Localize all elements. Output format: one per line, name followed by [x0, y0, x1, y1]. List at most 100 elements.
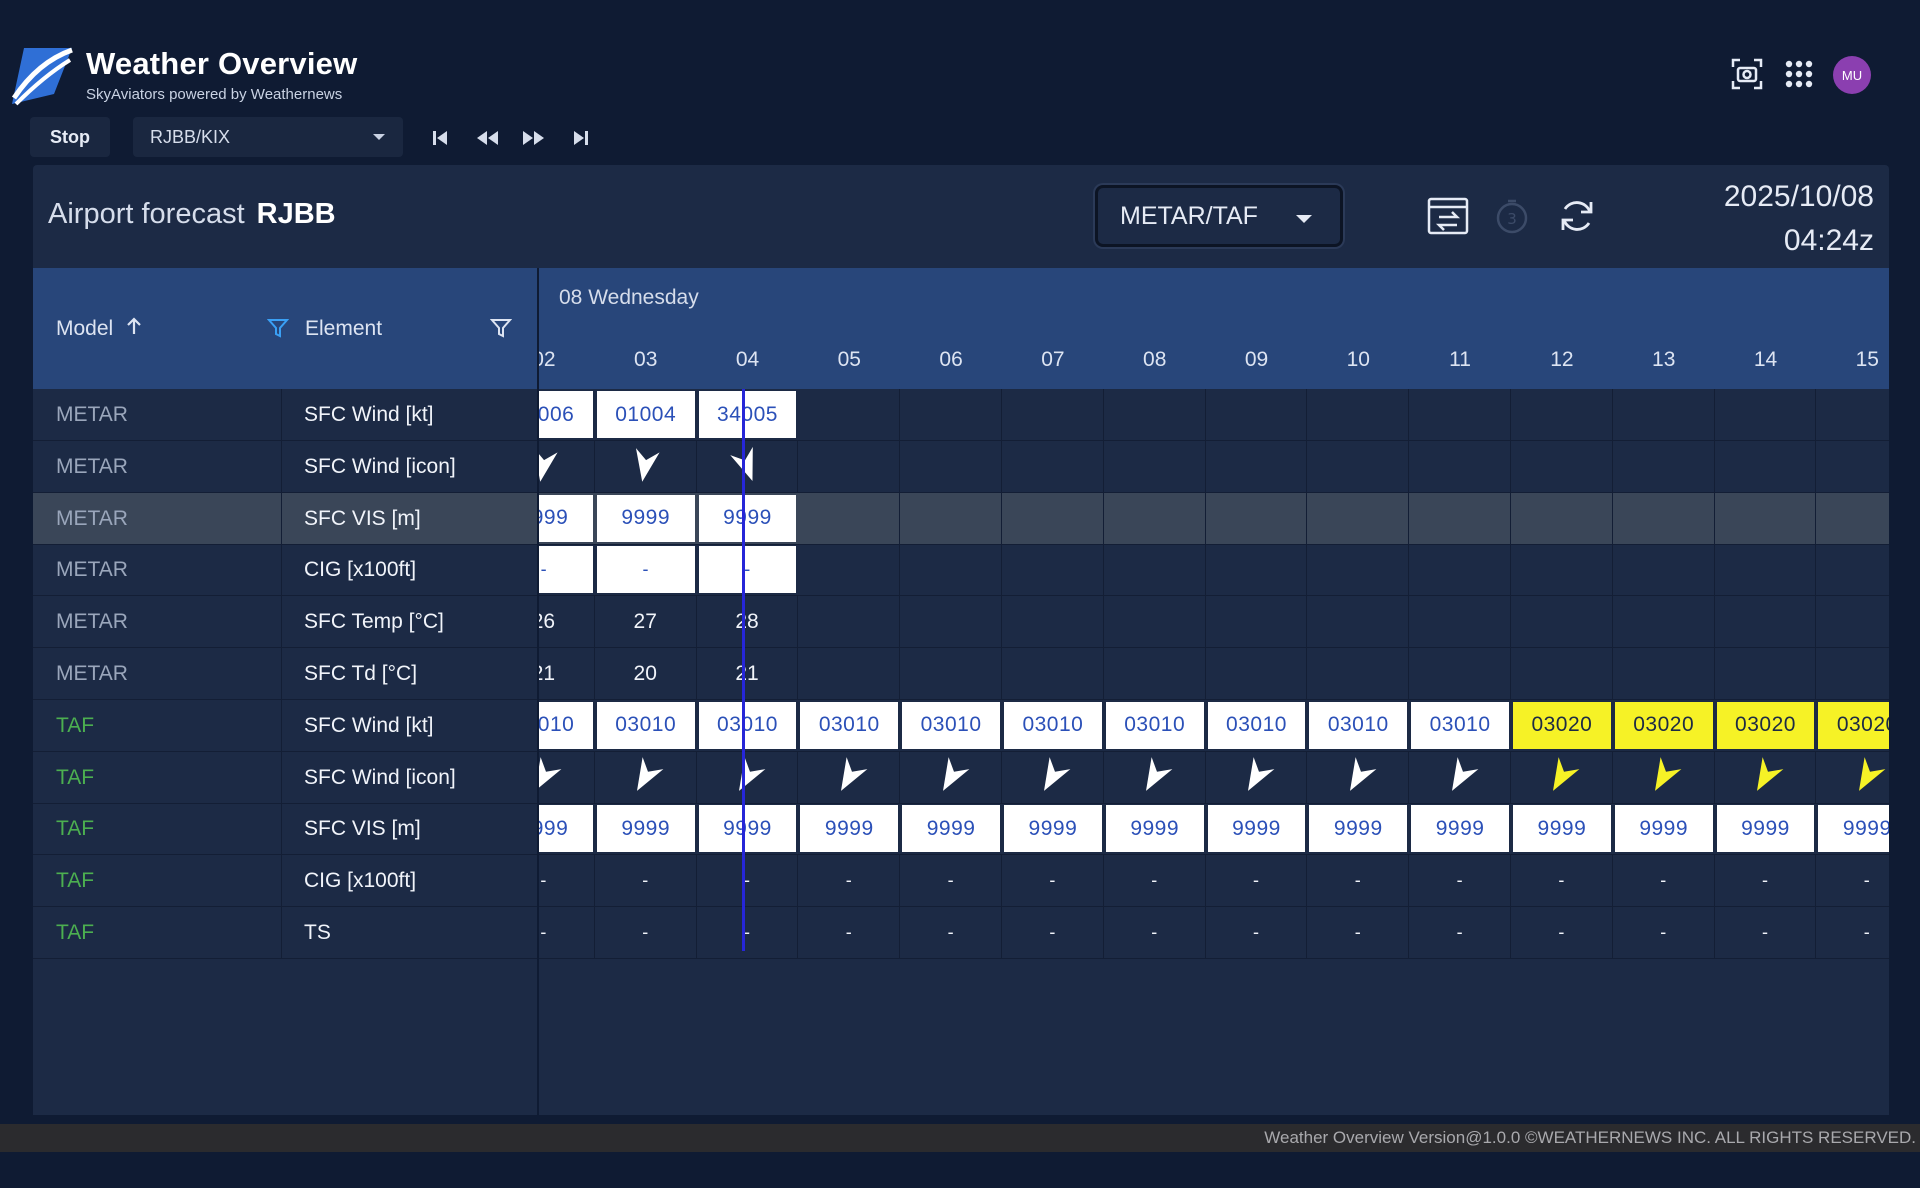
value-cell: 03020 — [1818, 701, 1889, 749]
swap-view-icon[interactable] — [1423, 191, 1473, 241]
table-row[interactable]: METAR SFC Temp [°C] 26 27 28 — [33, 596, 1889, 649]
hour-label: 04 — [735, 347, 760, 371]
airport-select[interactable]: RJBB/KIX — [133, 117, 403, 157]
element-filter-icon[interactable] — [489, 317, 513, 345]
element-cell: SFC Td [°C] — [304, 662, 418, 685]
value-cell: 9999 — [1513, 805, 1611, 853]
value-cell — [1409, 389, 1511, 440]
current-time: 04:24z — [1783, 224, 1874, 257]
rewind-icon[interactable] — [472, 123, 502, 153]
wind-arrow-cell — [1816, 752, 1889, 803]
value-cell — [1002, 544, 1104, 596]
value-cell — [1715, 492, 1817, 544]
value-cell — [1307, 596, 1410, 648]
value-cell: - — [698, 546, 797, 594]
table-row[interactable]: TAF TS - - - - - - - - - - - - - - — [33, 907, 1889, 959]
refresh-icon[interactable] — [1552, 191, 1602, 241]
current-date: 2025/10/08 — [1723, 180, 1874, 213]
value-cell — [1613, 544, 1715, 596]
value-cell: 9999 — [1105, 805, 1204, 853]
value-cell — [900, 492, 1002, 544]
screenshot-icon[interactable] — [1727, 54, 1767, 94]
column-divider — [537, 268, 539, 1115]
value-cell: - — [798, 855, 901, 907]
value-cell: 9999 — [1614, 805, 1713, 853]
hour-label: 09 — [1244, 347, 1269, 371]
model-filter-icon[interactable] — [266, 317, 290, 345]
value-cell: 21 — [697, 648, 799, 699]
value-cell — [1511, 648, 1613, 699]
fast-forward-icon[interactable] — [519, 123, 549, 153]
table-row[interactable]: METAR SFC Wind [icon] — [33, 440, 1889, 493]
value-cell: - — [697, 907, 799, 958]
value-cell — [1307, 492, 1410, 544]
wind-arrow-cell — [1104, 440, 1206, 492]
sort-ascending-icon[interactable] — [127, 316, 141, 341]
value-cell: 03010 — [596, 701, 695, 749]
airport-forecast-panel: Airport forecast RJBB METAR/TAF 3 2025/10… — [33, 165, 1889, 1115]
row-values: -------------- — [537, 907, 1889, 959]
table-row[interactable]: METAR SFC Td [°C] 21 20 21 — [33, 648, 1889, 700]
table-row[interactable]: TAF CIG [x100ft] - - - - - - - - - - - - - - — [33, 855, 1889, 908]
value-cell: 9999 — [596, 494, 695, 542]
wind-arrow-icon — [942, 757, 969, 791]
value-cell — [1002, 596, 1104, 648]
table-row[interactable]: TAF SFC Wind [icon] — [33, 751, 1889, 804]
stop-button[interactable]: Stop — [30, 117, 110, 157]
value-cell: 03020 — [1716, 701, 1815, 749]
table-row[interactable]: TAF SFC VIS [m] 999 9999 9999 9999 9999 9999 999… — [33, 803, 1889, 856]
wind-arrow-cell — [1409, 440, 1511, 492]
date-header: 08 Wednesday — [537, 268, 1889, 330]
value-cell: 26 — [537, 596, 595, 648]
value-cell: 03010 — [902, 701, 1000, 749]
element-column-header[interactable]: Element — [305, 268, 537, 389]
value-cell: 9999 — [1309, 805, 1408, 853]
panel-airport-code: RJBB — [256, 198, 336, 230]
skip-to-start-icon[interactable] — [425, 123, 455, 153]
value-cell — [900, 596, 1002, 648]
value-cell: 9999 — [698, 805, 797, 853]
wind-arrow-icon — [1451, 757, 1478, 791]
table-row[interactable]: METAR CIG [x100ft] - - - — [33, 544, 1889, 597]
table-row[interactable]: METAR SFC Wind [kt] 010060100434005 — [33, 389, 1889, 441]
value-cell — [798, 596, 901, 648]
value-cell: - — [1511, 907, 1613, 958]
model-column-header[interactable]: Model — [56, 268, 290, 389]
current-time-marker — [742, 389, 745, 951]
wind-arrow-icon — [1247, 757, 1275, 791]
row-values: 21 20 21 — [537, 648, 1889, 700]
element-cell: CIG [x100ft] — [304, 869, 417, 893]
value-cell — [1715, 544, 1817, 596]
wind-arrow-cell — [1511, 440, 1613, 492]
value-cell — [1409, 492, 1511, 544]
value-cell: 9999 — [537, 494, 593, 542]
value-cell — [1104, 492, 1206, 544]
value-cell — [1307, 544, 1410, 596]
forecast-grid: Model Element 08 Wednesday 02 03 04 05 06 07 0… — [33, 268, 1889, 1115]
value-cell: 9999 — [800, 805, 899, 853]
value-cell: - — [537, 855, 595, 907]
value-cell — [1206, 492, 1308, 544]
value-cell: - — [798, 907, 901, 958]
skip-to-end-icon[interactable] — [566, 123, 596, 153]
row-values — [537, 751, 1889, 804]
wind-arrow-cell — [537, 440, 595, 492]
model-cell: METAR — [33, 492, 282, 545]
apps-grid-icon[interactable] — [1779, 54, 1819, 94]
hour-label: 06 — [939, 347, 963, 371]
hour-label: 10 — [1346, 347, 1370, 371]
hour-label: 03 — [634, 347, 658, 371]
wind-arrow-cell — [1816, 441, 1889, 492]
value-cell — [1511, 544, 1613, 596]
app-logo-icon — [10, 40, 76, 106]
wind-arrow-cell — [798, 440, 901, 492]
wind-arrow-icon — [537, 448, 558, 483]
value-cell: - — [1816, 855, 1889, 906]
data-source-select[interactable]: METAR/TAF — [1095, 185, 1343, 247]
user-avatar[interactable]: MU — [1833, 56, 1871, 94]
value-cell: - — [1511, 855, 1613, 907]
value-cell — [1104, 648, 1206, 699]
value-cell — [1206, 648, 1308, 699]
